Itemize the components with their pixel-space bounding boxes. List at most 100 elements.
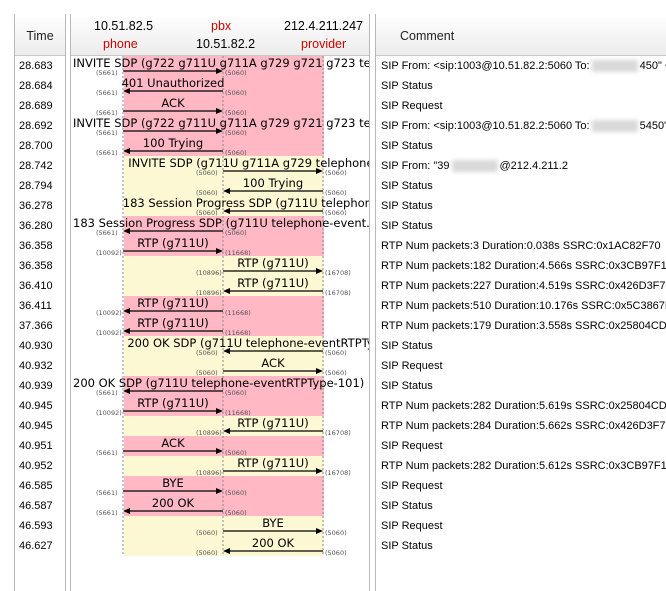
source-port-label: (5060) (196, 169, 218, 177)
comment-cell[interactable]: SIP Request (381, 436, 443, 456)
arrowhead-icon (223, 208, 230, 214)
source-port-label: (5661) (96, 89, 118, 97)
comment-cell[interactable]: SIP Request (381, 96, 443, 116)
flow-row[interactable]: INVITE SDP (g711U g711A g729 telephone-e… (128, 156, 369, 174)
comment-cell[interactable]: SIP Request (381, 516, 443, 536)
comment-cell[interactable]: SIP Status (381, 336, 433, 356)
flow-row[interactable]: RTP (g711U) (123, 236, 223, 254)
flow-row[interactable]: BYE (223, 516, 323, 534)
flow-row[interactable]: RTP (g711U) (223, 276, 323, 294)
comment-text: SIP Status (381, 200, 433, 212)
flow-row[interactable]: RTP (g711U) (223, 416, 323, 434)
time-cell[interactable]: 28.683 (19, 60, 53, 72)
arrowhead-icon (216, 248, 223, 254)
comment-cell[interactable]: SIP Status (381, 376, 433, 396)
time-cell[interactable]: 36.410 (19, 280, 53, 292)
source-port-label: (5661) (96, 449, 118, 457)
time-cell[interactable]: 36.358 (19, 260, 53, 272)
time-cell[interactable]: 28.742 (19, 160, 53, 172)
source-port-label: (10092) (96, 309, 122, 317)
comment-cell[interactable]: SIP Status (381, 536, 433, 556)
comment-text: RTP Num packets:284 Duration:5.662s SSRC… (381, 420, 666, 432)
flow-row[interactable]: ACK (123, 436, 223, 454)
flow-row[interactable]: 183 Session Progress SDP (g711U telephon… (73, 216, 369, 234)
time-cell[interactable]: 40.939 (19, 380, 53, 392)
time-cell[interactable]: 40.952 (19, 460, 53, 472)
time-column-header[interactable]: Time (15, 14, 65, 56)
message-label: BYE (162, 476, 184, 490)
source-port-label: (5661) (96, 69, 118, 77)
time-cell[interactable]: 28.689 (19, 100, 53, 112)
message-label: INVITE SDP (g722 g711U g711A g729 g721 g… (73, 56, 369, 70)
time-cell[interactable]: 36.278 (19, 200, 53, 212)
comment-text: SIP Status (381, 80, 433, 92)
comment-text: SIP Request (381, 100, 443, 112)
flow-row[interactable]: RTP (g711U) (223, 456, 323, 474)
time-cell[interactable]: 46.587 (19, 500, 53, 512)
comment-cell[interactable]: SIP Status (381, 76, 433, 96)
comment-cell[interactable]: SIP Status (381, 136, 433, 156)
flow-row[interactable]: RTP (g711U) (223, 256, 323, 274)
time-cell[interactable]: 28.684 (19, 80, 53, 92)
time-cell[interactable]: 28.794 (19, 180, 53, 192)
arrowhead-icon (216, 448, 223, 454)
comment-cell[interactable]: SIP Status (381, 176, 433, 196)
source-port-label: (5060) (196, 369, 218, 377)
time-cell[interactable]: 40.930 (19, 340, 53, 352)
flow-row[interactable]: RTP (g711U) (123, 316, 223, 334)
flow-row[interactable]: RTP (g711U) (123, 396, 223, 414)
flow-row[interactable]: 200 OK SDP (g711U telephone-eventRTPType… (127, 336, 369, 354)
time-cell[interactable]: 46.627 (19, 540, 53, 552)
comment-cell[interactable]: RTP Num packets:227 Duration:4.519s SSRC… (381, 276, 666, 296)
message-label: RTP (g711U) (237, 256, 308, 270)
comment-cell[interactable]: RTP Num packets:282 Duration:5.612s SSRC… (381, 456, 666, 476)
message-label: RTP (g711U) (137, 236, 208, 250)
time-cell[interactable]: 40.932 (19, 360, 53, 372)
comment-cell[interactable]: RTP Num packets:182 Duration:4.566s SSRC… (381, 256, 666, 276)
comment-cell[interactable]: SIP From: "39 @212.4.211.2 (381, 156, 568, 176)
comment-cell[interactable]: SIP Request (381, 476, 443, 496)
flow-row[interactable]: 200 OK SDP (g711U telephone-eventRTPType… (73, 376, 364, 394)
flow-row[interactable]: 100 Trying (223, 176, 323, 194)
flow-row[interactable]: 200 OK (223, 536, 323, 554)
flow-row[interactable]: 200 OK (123, 496, 223, 514)
comment-cell[interactable]: RTP Num packets:179 Duration:3.558s SSRC… (381, 316, 666, 336)
source-port-label: (10092) (96, 409, 122, 417)
time-cell[interactable]: 36.358 (19, 240, 53, 252)
comment-cell[interactable]: SIP From: <sip:1003@10.51.82.2:5060 To: 5… (381, 116, 666, 136)
time-cell[interactable]: 46.585 (19, 480, 53, 492)
comment-cell[interactable]: RTP Num packets:284 Duration:5.662s SSRC… (381, 416, 666, 436)
flow-row[interactable]: INVITE SDP (g722 g711U g711A g729 g721 g… (73, 116, 369, 134)
flow-row[interactable]: INVITE SDP (g722 g711U g711A g729 g721 g… (73, 56, 369, 74)
time-cell[interactable]: 36.280 (19, 220, 53, 232)
time-cell[interactable]: 46.593 (19, 520, 53, 532)
comment-cell[interactable]: SIP From: <sip:1003@10.51.82.2:5060 To: 4… (381, 56, 666, 76)
flow-row[interactable]: BYE (123, 476, 223, 494)
comment-cell[interactable]: RTP Num packets:282 Duration:5.619s SSRC… (381, 396, 666, 416)
flow-row[interactable]: 100 Trying (123, 136, 223, 154)
comment-cell[interactable]: SIP Status (381, 196, 433, 216)
arrowhead-icon (316, 168, 323, 174)
time-cell[interactable]: 36.411 (19, 300, 52, 312)
flow-row[interactable]: ACK (123, 96, 223, 114)
source-port-label: (10896) (196, 289, 222, 297)
source-port-label: (5661) (96, 229, 118, 237)
time-cell[interactable]: 40.945 (19, 400, 53, 412)
comment-cell[interactable]: RTP Num packets:3 Duration:0.038s SSRC:0… (381, 236, 661, 256)
time-cell[interactable]: 28.700 (19, 140, 53, 152)
flow-row[interactable]: RTP (g711U) (123, 296, 223, 314)
time-cell[interactable]: 40.945 (19, 420, 53, 432)
comment-text-tail: @212.4.211.2 (499, 160, 568, 172)
flow-row[interactable]: 183 Session Progress SDP (g711U telephon… (123, 196, 369, 214)
flow-row[interactable]: ACK (223, 356, 323, 374)
comment-cell[interactable]: SIP Request (381, 356, 443, 376)
time-cell[interactable]: 28.692 (19, 120, 53, 132)
comment-text: SIP Status (381, 220, 433, 232)
time-cell[interactable]: 37.366 (19, 320, 53, 332)
comment-cell[interactable]: RTP Num packets:510 Duration:10.176s SSR… (381, 296, 666, 316)
comment-cell[interactable]: SIP Status (381, 496, 433, 516)
time-cell[interactable]: 40.951 (19, 440, 53, 452)
flow-row[interactable]: 401 Unauthorized (122, 76, 225, 94)
comment-cell[interactable]: SIP Status (381, 216, 433, 236)
comment-column-header[interactable]: Comment (376, 14, 666, 56)
